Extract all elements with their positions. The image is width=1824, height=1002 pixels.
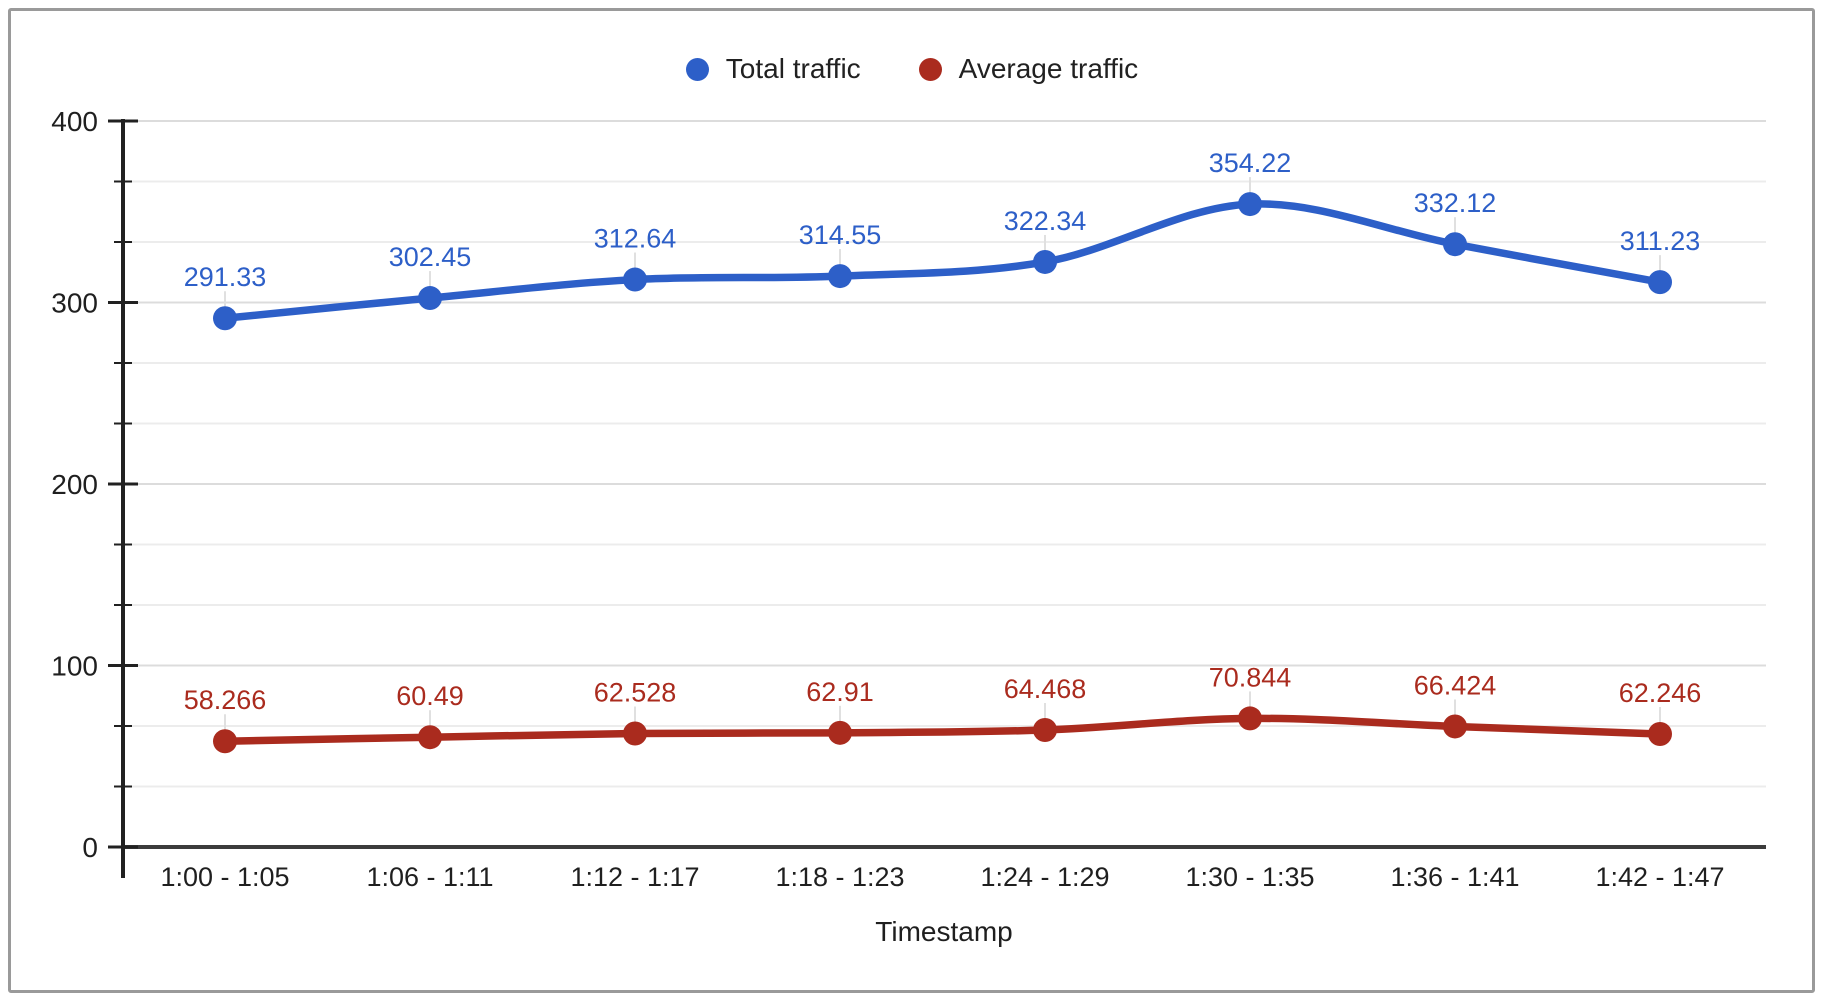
data-point-label: 312.64 — [594, 224, 677, 254]
data-point[interactable] — [1648, 722, 1672, 747]
data-point[interactable] — [1033, 717, 1057, 742]
data-point-label: 291.33 — [184, 262, 267, 292]
x-tick-label: 1:36 - 1:41 — [1390, 862, 1519, 892]
data-point[interactable] — [1443, 232, 1467, 257]
x-axis-title: Timestamp — [875, 916, 1012, 947]
series-total-traffic: 291.33 302.45 312.64 314.55 322.34 354.22 332.… — [184, 148, 1701, 331]
legend-marker-icon — [685, 57, 709, 81]
series-average-traffic: 58.266 60.49 62.528 62.91 64.468 70.844 66.424… — [184, 662, 1702, 754]
x-tick-label: 1:06 - 1:11 — [366, 862, 493, 892]
data-point-label: 66.424 — [1414, 670, 1497, 700]
data-point-label: 322.34 — [1004, 206, 1087, 236]
y-tick-label: 100 — [51, 651, 98, 682]
data-point-label: 314.55 — [799, 220, 882, 250]
gridlines — [123, 120, 1766, 788]
data-point-label: 58.266 — [184, 685, 267, 715]
data-point-label: 62.528 — [594, 678, 677, 708]
data-point[interactable] — [828, 720, 852, 745]
data-point[interactable] — [1238, 706, 1262, 731]
data-point-label: 332.12 — [1414, 188, 1497, 218]
axes — [108, 119, 1766, 878]
data-point-label: 64.468 — [1004, 674, 1087, 704]
y-tick-label: 400 — [51, 106, 98, 137]
data-point-label: 311.23 — [1620, 226, 1701, 256]
series-line — [221, 714, 1664, 745]
y-axis-tick-labels: 0 100 200 300 400 — [51, 106, 98, 863]
data-point[interactable] — [213, 306, 237, 331]
chart-legend: Total traffic Average traffic — [0, 54, 1824, 84]
data-point[interactable] — [418, 725, 442, 750]
data-point[interactable] — [1238, 192, 1262, 217]
legend-item-average-traffic[interactable]: Average traffic — [918, 53, 1139, 84]
x-tick-label: 1:24 - 1:29 — [980, 862, 1109, 892]
data-point[interactable] — [1443, 714, 1467, 739]
data-point-label: 60.49 — [396, 681, 464, 711]
x-tick-label: 1:42 - 1:47 — [1595, 862, 1724, 892]
y-tick-label: 200 — [51, 469, 98, 500]
legend-item-total-traffic[interactable]: Total traffic — [685, 53, 861, 84]
x-axis-tick-labels: 1:00 - 1:05 1:06 - 1:11 1:12 - 1:17 1:18 - … — [160, 862, 1724, 892]
x-tick-label: 1:18 - 1:23 — [775, 862, 904, 892]
legend-label-average-traffic: Average traffic — [958, 53, 1139, 84]
legend-label-total-traffic: Total traffic — [725, 53, 861, 84]
data-point[interactable] — [418, 286, 442, 311]
data-point[interactable] — [1033, 249, 1057, 274]
data-point[interactable] — [213, 729, 237, 754]
data-point-label: 70.844 — [1209, 662, 1292, 692]
series-line — [221, 200, 1664, 322]
data-point-label: 302.45 — [389, 242, 472, 272]
legend-marker-icon — [918, 57, 942, 81]
data-point[interactable] — [623, 267, 647, 292]
x-tick-label: 1:12 - 1:17 — [570, 862, 699, 892]
data-point[interactable] — [828, 264, 852, 289]
chart-frame-border — [8, 8, 1815, 993]
y-tick-label: 300 — [51, 288, 98, 319]
data-point[interactable] — [623, 721, 647, 746]
data-point-label: 62.246 — [1619, 678, 1702, 708]
data-point-label: 62.91 — [806, 677, 874, 707]
y-tick-label: 0 — [82, 832, 98, 863]
data-point[interactable] — [1648, 270, 1672, 295]
x-tick-label: 1:00 - 1:05 — [160, 862, 289, 892]
data-point-label: 354.22 — [1209, 148, 1292, 178]
x-tick-label: 1:30 - 1:35 — [1185, 862, 1314, 892]
